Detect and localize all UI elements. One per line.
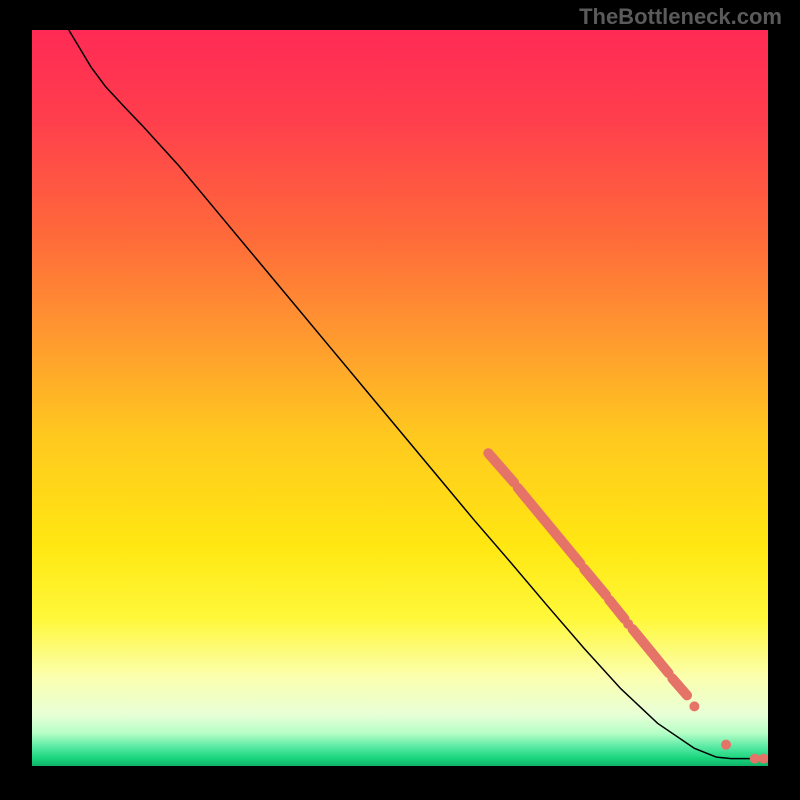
scatter-dot [623, 619, 633, 629]
scatter-dot [721, 740, 731, 750]
scatter-segment [584, 569, 606, 595]
scatter-dot [689, 701, 699, 711]
scatter-points [488, 453, 768, 763]
scatter-segment [672, 678, 687, 695]
scatter-segment [518, 488, 581, 564]
watermark-text: TheBottleneck.com [579, 4, 782, 30]
scatter-dot [750, 754, 760, 764]
scatter-segment [488, 453, 514, 482]
scatter-segment [633, 629, 669, 673]
scatter-dot [759, 754, 768, 764]
scatter-segment [609, 600, 624, 619]
curve-line [69, 30, 761, 759]
plot-area [32, 30, 768, 766]
chart-overlay [32, 30, 768, 766]
